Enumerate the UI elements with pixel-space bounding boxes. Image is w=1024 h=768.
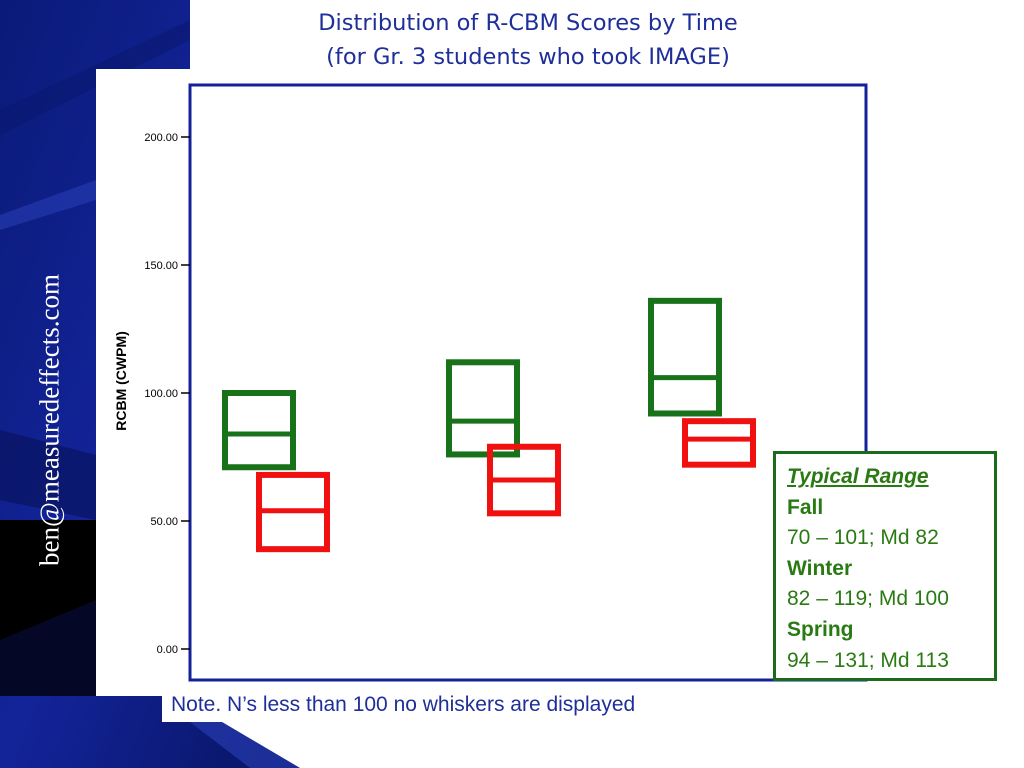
slide-title: Distribution of R-CBM Scores by Time (fo… [190, 6, 866, 74]
box-winter-green [446, 359, 520, 458]
plot-frame [188, 83, 868, 682]
box-plot: 0.00 50.00 100.00 150.00 200.00 RCBM (CWPM) [113, 83, 868, 682]
slide-title-line-1: Distribution of R-CBM Scores by Time [318, 10, 738, 36]
legend-season-fall: Fall [787, 495, 824, 519]
y-tick-label: 100.00 [144, 388, 178, 400]
chart-note: Note. N’s less than 100 no whiskers are … [162, 692, 762, 722]
y-axis-title: RCBM (CWPM) [113, 331, 129, 431]
box-fall-green [222, 390, 296, 471]
y-tick-label: 0.00 [157, 644, 178, 656]
legend-season-winter: Winter [787, 556, 853, 580]
box-spring-green [648, 297, 722, 417]
sidebar-email: ben@measuredeffects.com [34, 274, 65, 566]
legend-title: Typical Range [787, 465, 929, 488]
legend-range-winter: 82 – 119; Md 100 [787, 587, 949, 611]
box-spring-red [682, 418, 756, 468]
legend-range-spring: 94 – 131; Md 113 [787, 648, 949, 672]
y-tick-label: 150.00 [144, 260, 178, 272]
chart-panel: 0.00 50.00 100.00 150.00 200.00 RCBM (CWPM) [96, 69, 868, 696]
legend-range-fall: 70 – 101; Md 82 [787, 526, 939, 550]
typical-range-legend: Typical Range Fall 70 – 101; Md 82 Winte… [773, 451, 997, 681]
legend-season-spring: Spring [787, 617, 854, 641]
y-tick-label: 50.00 [150, 516, 178, 528]
y-tick-label: 200.00 [144, 132, 178, 144]
slide-title-line-2: (for Gr. 3 students who took IMAGE) [326, 44, 730, 70]
